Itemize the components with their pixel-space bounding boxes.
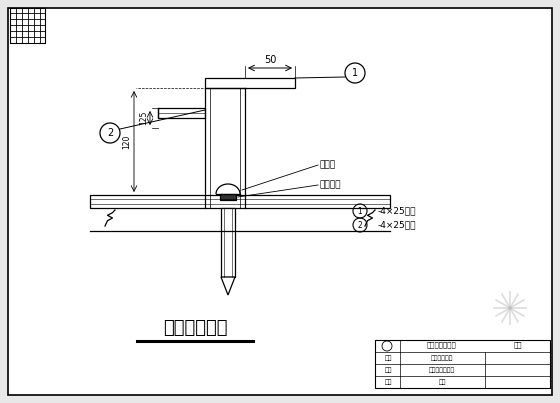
Polygon shape: [221, 277, 235, 295]
Text: 工程: 工程: [384, 355, 392, 361]
Text: -4×25铜制: -4×25铜制: [378, 206, 417, 216]
Text: 1: 1: [358, 206, 362, 216]
Text: 120: 120: [122, 134, 131, 149]
Text: 1: 1: [352, 68, 358, 78]
Bar: [220, 194, 236, 200]
Text: 避雷针节点图: 避雷针节点图: [163, 319, 227, 337]
Text: 50: 50: [264, 55, 276, 65]
Text: 2: 2: [358, 220, 362, 229]
Text: 如图: 如图: [438, 379, 446, 385]
Bar: [10, 8, 45, 43]
Bar: [158, 108, 205, 118]
Bar: [205, 78, 295, 88]
Text: 避雷针节点详图: 避雷针节点详图: [429, 367, 455, 373]
Text: 铜杆系: 铜杆系: [320, 160, 336, 170]
Text: 幕墙避雷工程: 幕墙避雷工程: [431, 355, 453, 361]
Text: 图名: 图名: [384, 367, 392, 373]
Bar: [90, 195, 390, 208]
Bar: [375, 340, 550, 388]
Text: -4×25铜制: -4×25铜制: [378, 220, 417, 229]
Text: 板托架板: 板托架板: [320, 181, 342, 189]
Text: 125: 125: [139, 111, 148, 125]
Bar: [221, 208, 235, 277]
Text: 图纸: 图纸: [514, 342, 522, 348]
Text: 比例: 比例: [384, 379, 392, 385]
Text: 某幕墙有限公司: 某幕墙有限公司: [427, 342, 457, 348]
Text: 2: 2: [107, 128, 113, 138]
